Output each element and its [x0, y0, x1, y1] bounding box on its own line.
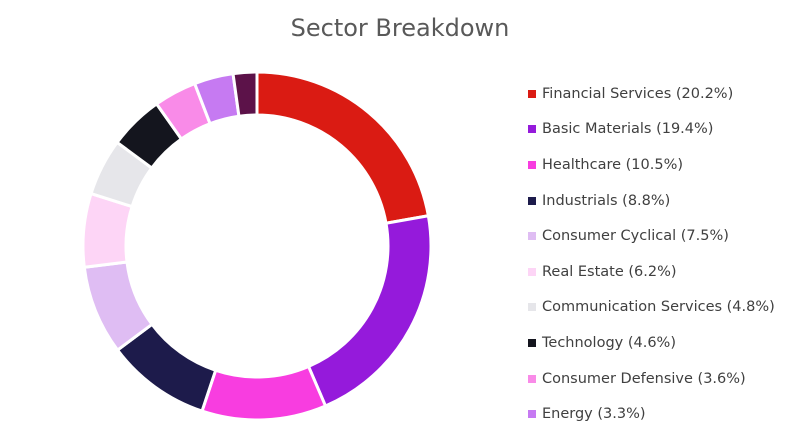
legend-label: Industrials (8.8%)	[542, 192, 671, 209]
legend-swatch	[528, 89, 536, 98]
legend-item: Technology (4.6%)	[528, 325, 775, 361]
chart-legend: Financial Services (20.2%) Basic Material…	[528, 76, 775, 432]
legend-item: Real Estate (6.2%)	[528, 254, 775, 290]
legend-label: Consumer Cyclical (7.5%)	[542, 228, 729, 245]
legend-item: Communication Services (4.8%)	[528, 290, 775, 326]
legend-item: Industrials (8.8%)	[528, 183, 775, 219]
legend-swatch	[528, 374, 536, 383]
donut-slice-2	[200, 364, 328, 422]
legend-swatch	[528, 338, 536, 347]
legend-item: Consumer Cyclical (7.5%)	[528, 218, 775, 254]
legend-swatch	[528, 125, 536, 134]
donut-slice-10	[231, 70, 259, 118]
legend-label: Basic Materials (19.4%)	[542, 121, 714, 138]
legend-label: Real Estate (6.2%)	[542, 263, 677, 280]
legend-swatch	[528, 232, 536, 241]
legend-item: Consumer Defensive (3.6%)	[528, 361, 775, 397]
legend-item: Basic Materials (19.4%)	[528, 112, 775, 148]
legend-swatch	[528, 267, 536, 276]
legend-label: Technology (4.6%)	[542, 334, 676, 351]
legend-swatch	[528, 160, 536, 169]
legend-label: Healthcare (10.5%)	[542, 156, 684, 173]
chart-title: Sector Breakdown	[290, 14, 510, 42]
donut-slice-1	[306, 214, 433, 408]
donut-slice-0	[255, 70, 431, 225]
legend-swatch	[528, 196, 536, 205]
legend-label: Financial Services (20.2%)	[542, 85, 734, 102]
legend-label: Consumer Defensive (3.6%)	[542, 370, 746, 387]
legend-item: Healthcare (10.5%)	[528, 147, 775, 183]
legend-item: Financial Services (20.2%)	[528, 76, 775, 112]
legend-item: Energy (3.3%)	[528, 396, 775, 432]
legend-label: Energy (3.3%)	[542, 406, 646, 423]
legend-swatch	[528, 410, 536, 419]
legend-label: Communication Services (4.8%)	[542, 299, 775, 316]
legend-swatch	[528, 303, 536, 312]
